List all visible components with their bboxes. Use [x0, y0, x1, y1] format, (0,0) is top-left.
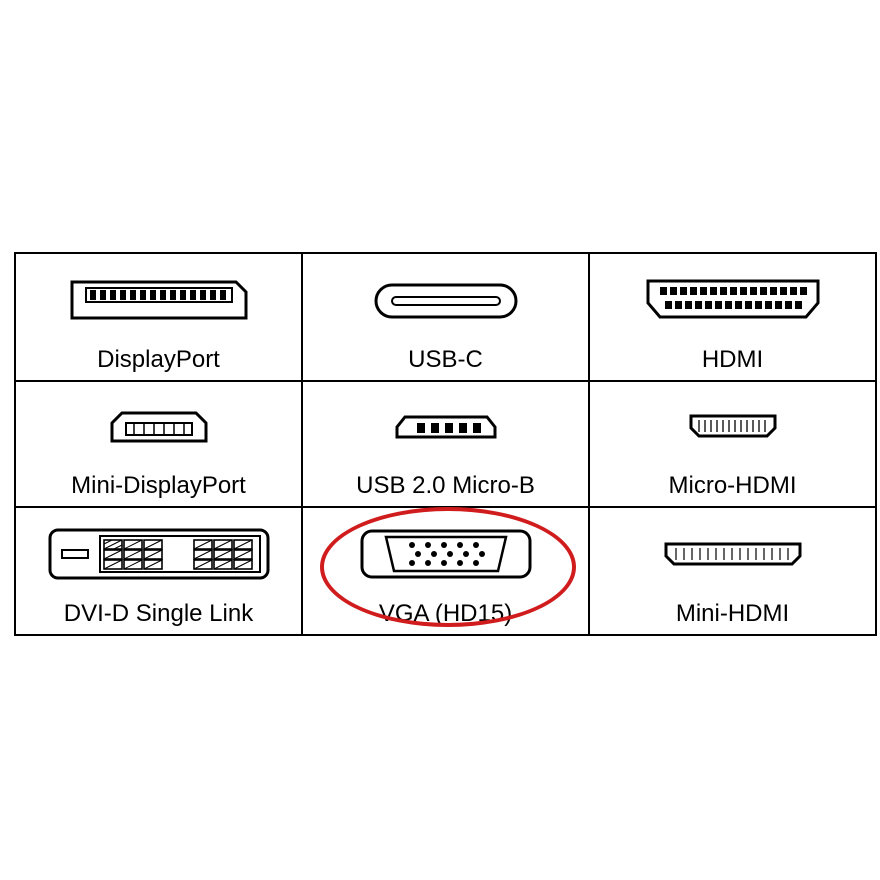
label-usb-micro-b: USB 2.0 Micro-B	[356, 472, 535, 500]
label-displayport: DisplayPort	[97, 346, 220, 374]
cell-usb-micro-b: USB 2.0 Micro-B	[303, 382, 588, 506]
cell-mini-displayport: Mini-DisplayPort	[16, 382, 301, 506]
displayport-icon	[64, 270, 254, 330]
cell-usb-c: USB-C	[303, 254, 588, 380]
connector-table: DisplayPort USB-C	[14, 252, 877, 636]
label-micro-hdmi: Micro-HDMI	[669, 472, 797, 500]
label-vga: VGA (HD15)	[379, 600, 512, 628]
vga-icon	[356, 523, 536, 585]
micro-hdmi-icon	[683, 410, 783, 444]
label-usb-c: USB-C	[408, 346, 483, 374]
cell-mini-hdmi: Mini-HDMI	[590, 508, 875, 634]
cell-displayport: DisplayPort	[16, 254, 301, 380]
hdmi-icon	[638, 271, 828, 329]
label-dvi-d: DVI-D Single Link	[64, 600, 253, 628]
cell-dvi-d: DVI-D Single Link	[16, 508, 301, 634]
cell-micro-hdmi: Micro-HDMI	[590, 382, 875, 506]
usb-c-icon	[366, 275, 526, 325]
mini-hdmi-icon	[658, 536, 808, 572]
label-mini-hdmi: Mini-HDMI	[676, 600, 789, 628]
cell-hdmi: HDMI	[590, 254, 875, 380]
dvi-d-icon	[44, 522, 274, 586]
canvas: DisplayPort USB-C	[0, 0, 880, 880]
mini-displayport-icon	[104, 405, 214, 449]
cell-vga: VGA (HD15)	[303, 508, 588, 634]
label-hdmi: HDMI	[702, 346, 763, 374]
usb-micro-b-icon	[391, 409, 501, 445]
label-mini-displayport: Mini-DisplayPort	[71, 472, 246, 500]
